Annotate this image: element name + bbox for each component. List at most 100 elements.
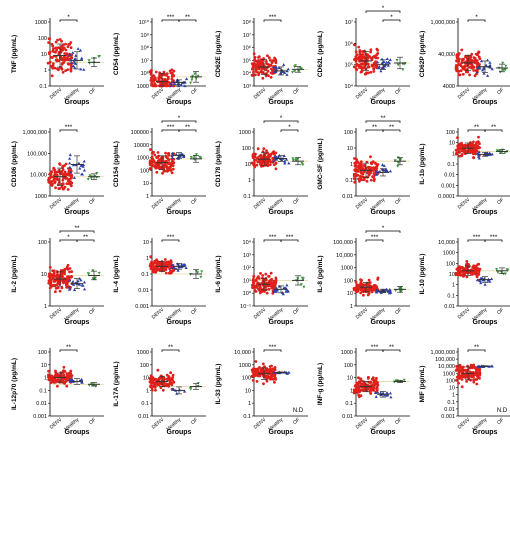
y-tick-label: 100: [446, 130, 455, 136]
data-point: [258, 374, 262, 378]
data-point: [58, 162, 61, 166]
data-point: [200, 270, 204, 274]
data-point: [69, 46, 73, 50]
data-point: [52, 167, 56, 171]
data-point: [269, 271, 273, 275]
data-point: [264, 60, 268, 63]
data-point: [270, 374, 273, 378]
significance-label: **: [474, 344, 480, 351]
data-point: [52, 271, 56, 275]
median-errorbar: [156, 375, 168, 387]
x-tick-label: DENV: [253, 197, 268, 211]
median-errorbar: [88, 173, 100, 180]
data-point: [153, 165, 157, 169]
data-point: [469, 374, 473, 378]
data-point: [478, 63, 481, 66]
y-axis-label: IL-2 (pg/mL): [11, 255, 18, 292]
data-point: [269, 58, 272, 62]
data-point: [67, 288, 71, 291]
data-point: [359, 57, 362, 61]
y-tick-label: 10: [449, 141, 455, 147]
data-point: [71, 64, 75, 68]
data-point: [55, 173, 59, 177]
data-point: [354, 280, 358, 284]
y-tick-label: 10⁷: [141, 57, 149, 64]
data-point: [171, 376, 175, 379]
data-point: [65, 384, 69, 388]
data-point: [182, 262, 186, 266]
data-point: [477, 150, 481, 154]
y-tick-label: 1000: [341, 266, 353, 272]
x-tick-label: DENV: [355, 417, 370, 431]
data-point: [150, 388, 154, 392]
data-point: [67, 285, 71, 289]
data-point: [64, 57, 68, 61]
data-point: [190, 78, 194, 82]
y-tick-label: 1,000,000: [431, 20, 455, 26]
data-point: [258, 62, 262, 66]
y-tick-label: 100,000: [435, 357, 455, 363]
y-tick-label: 10⁶: [243, 45, 251, 52]
data-point: [157, 78, 161, 82]
data-point: [51, 275, 54, 279]
data-point: [253, 159, 256, 162]
data-point: [258, 287, 262, 290]
x-axis-label: Groups: [473, 429, 498, 436]
data-point: [254, 360, 258, 363]
data-point: [64, 48, 68, 52]
median-errorbar: [173, 79, 185, 86]
data-point: [61, 70, 65, 74]
x-tick-label: OF: [496, 87, 505, 96]
x-axis-label: Groups: [371, 429, 396, 436]
data-point: [70, 176, 73, 179]
significance-bracket: *: [365, 225, 401, 233]
data-point: [401, 68, 405, 72]
data-point: [50, 377, 54, 380]
data-point: [469, 378, 472, 382]
data-point: [456, 273, 460, 276]
data-point: [356, 384, 360, 388]
data-point: [265, 379, 269, 383]
median-errorbar: [258, 152, 270, 167]
data-point: [478, 142, 481, 146]
data-point: [261, 362, 265, 366]
significance-label: *: [280, 115, 283, 122]
median-errorbar: [173, 152, 185, 159]
x-tick-label: DENV: [151, 87, 166, 101]
data-point: [272, 152, 276, 156]
data-point: [276, 155, 281, 159]
data-point: [148, 264, 152, 268]
data-point: [266, 54, 269, 58]
data-point: [490, 364, 494, 368]
median-errorbar: [275, 371, 287, 374]
data-point: [49, 278, 53, 282]
y-tick-label: 1000: [239, 130, 251, 136]
median-errorbar: [360, 162, 372, 178]
significance-label: **: [389, 344, 395, 351]
y-tick-label: 1: [452, 151, 455, 157]
data-point: [372, 179, 376, 183]
median-errorbar: [88, 382, 100, 387]
significance-bracket: *: [59, 14, 78, 22]
median-errorbar: [479, 365, 491, 368]
data-point: [152, 150, 155, 154]
data-point: [458, 57, 461, 61]
y-tick-label: 10: [449, 386, 455, 392]
data-point: [354, 164, 358, 168]
data-point: [360, 53, 364, 57]
data-point: [68, 53, 72, 57]
data-point: [356, 169, 360, 173]
data-point: [266, 151, 269, 155]
significance-bracket: ***: [263, 234, 282, 242]
y-tick-label: 0.001: [441, 414, 455, 420]
data-point: [375, 382, 379, 386]
data-point: [56, 38, 59, 42]
data-point: [55, 48, 58, 52]
data-point: [67, 278, 72, 282]
data-point: [359, 278, 362, 281]
data-point: [150, 76, 153, 80]
significance-label: ***: [65, 124, 73, 131]
data-point: [366, 376, 370, 380]
data-point: [454, 152, 458, 156]
